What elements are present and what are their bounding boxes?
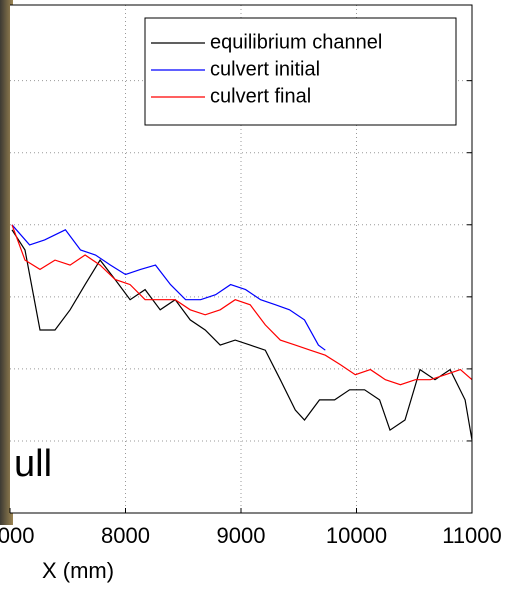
x-tick-label: 7000 <box>0 523 34 548</box>
series-line <box>11 224 473 386</box>
x-tick-label: 9000 <box>217 523 266 548</box>
x-tick-label: 10000 <box>326 523 387 548</box>
x-axis-label: X (mm) <box>42 558 114 583</box>
photo-strip <box>0 0 13 525</box>
overlay-text: ull <box>14 443 52 485</box>
legend-label: equilibrium channel <box>210 31 382 53</box>
series-line <box>11 224 326 351</box>
series-line <box>11 229 473 441</box>
legend-label: culvert initial <box>210 58 320 80</box>
axes-box <box>10 4 473 514</box>
legend-box <box>144 17 457 126</box>
x-tick-label: 8000 <box>101 523 150 548</box>
legend-label: culvert final <box>210 85 311 107</box>
x-tick-label: 11000 <box>442 523 502 548</box>
